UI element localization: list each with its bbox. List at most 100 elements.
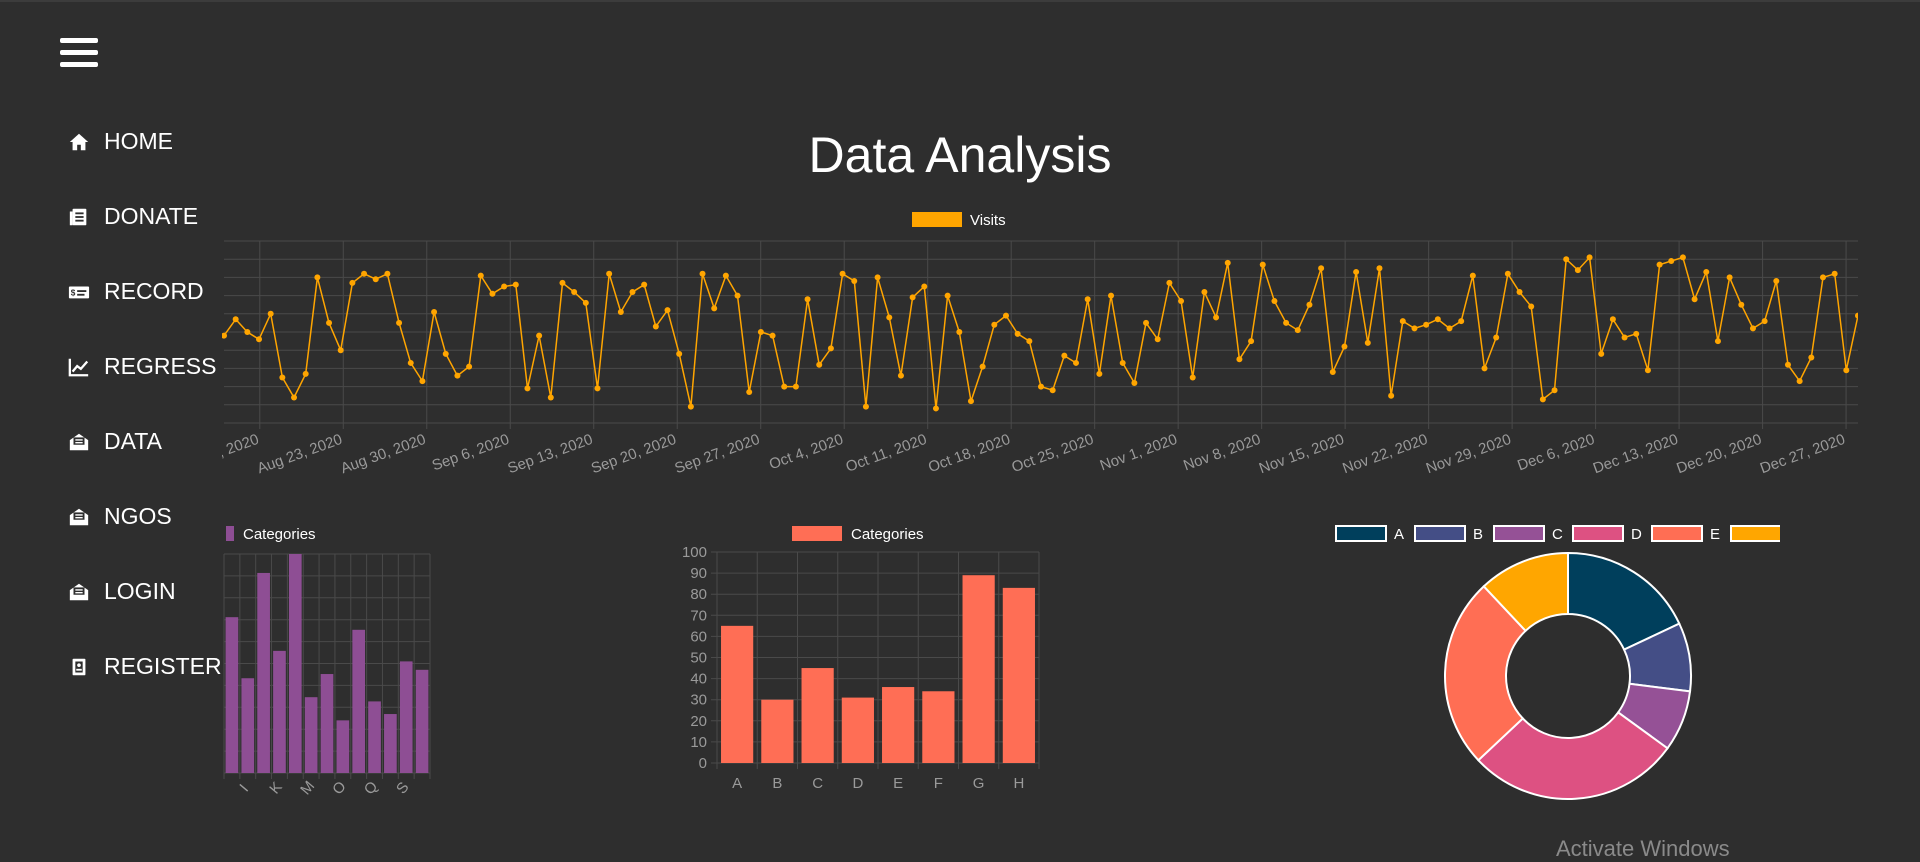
data-point <box>1703 268 1710 275</box>
data-point <box>512 281 519 288</box>
bar <box>352 629 366 773</box>
y-tick-label: 70 <box>690 607 707 624</box>
data-point <box>1376 265 1383 272</box>
bar <box>721 625 754 763</box>
chart-line-icon <box>68 356 90 378</box>
data-point <box>1201 288 1208 295</box>
x-tick-label: Nov 29, 2020 <box>1424 431 1514 477</box>
data-point <box>1656 261 1663 268</box>
legend-label: Categories <box>851 526 924 543</box>
data-point <box>524 385 531 392</box>
data-point <box>536 332 543 339</box>
x-tick-label: Oct 25, 2020 <box>1009 431 1096 476</box>
bar <box>257 572 270 773</box>
doughnut-slice <box>1444 584 1527 762</box>
doughnut-slice <box>1476 711 1669 800</box>
data-point <box>501 283 508 290</box>
sidebar-item-donate[interactable]: DONATE <box>68 203 198 230</box>
x-tick-label: Aug 30, 2020 <box>338 431 428 478</box>
hamburger-menu-icon[interactable] <box>60 38 98 72</box>
x-tick-label: Dec 20, 2020 <box>1674 431 1764 477</box>
data-point <box>1248 338 1255 345</box>
data-point <box>641 281 648 288</box>
data-point <box>1679 254 1686 261</box>
x-tick-label: Dec 13, 2020 <box>1591 431 1681 477</box>
data-point <box>302 370 309 377</box>
data-point <box>1108 292 1115 299</box>
sidebar-item-register[interactable]: REGISTER <box>68 653 222 680</box>
y-tick-label: 30 <box>690 692 707 709</box>
data-point <box>956 329 963 335</box>
top-border <box>0 0 1920 2</box>
doughnut-slice <box>1482 551 1569 633</box>
mail-bulk-icon <box>68 506 90 528</box>
data-point <box>1189 374 1196 381</box>
data-point <box>466 363 473 370</box>
bar <box>922 691 955 763</box>
y-tick-label: 90 <box>690 565 707 582</box>
data-point <box>1633 330 1640 337</box>
data-point <box>1586 254 1593 261</box>
data-point <box>1808 354 1815 361</box>
data-point <box>804 296 811 303</box>
sidebar-item-record[interactable]: $ RECORD <box>68 278 204 305</box>
data-point <box>1271 298 1278 305</box>
data-point <box>1434 316 1441 323</box>
y-tick-label: 80 <box>690 586 707 603</box>
sidebar-item-ngos[interactable]: NGOS <box>68 503 172 530</box>
data-point <box>781 383 788 390</box>
bar <box>1002 587 1035 763</box>
data-point <box>1154 336 1161 343</box>
data-point <box>769 332 776 339</box>
legend-swatch <box>1493 525 1545 542</box>
sidebar-item-home[interactable]: HOME <box>68 128 173 155</box>
data-point <box>1306 301 1313 308</box>
data-point <box>1714 338 1721 345</box>
data-point <box>676 350 683 357</box>
sidebar-item-label: DONATE <box>104 203 199 229</box>
data-point <box>1423 321 1430 328</box>
x-tick-label: Sep 6, 2020 <box>430 431 512 475</box>
bar <box>399 661 413 773</box>
data-point <box>816 361 823 368</box>
x-tick-label: B <box>772 775 782 792</box>
sidebar-item-regress[interactable]: REGRESS <box>68 353 216 380</box>
data-point <box>699 270 706 277</box>
x-tick-label: Oct 18, 2020 <box>926 431 1013 476</box>
x-tick-label: Dec 27, 2020 <box>1758 431 1848 477</box>
data-point <box>1364 339 1371 346</box>
sidebar-item-data[interactable]: DATA <box>68 428 162 455</box>
data-point <box>932 405 939 412</box>
data-point <box>1178 298 1185 305</box>
data-point <box>664 307 671 314</box>
y-tick-label: 60 <box>690 628 707 645</box>
data-point <box>687 403 694 410</box>
data-point <box>1329 369 1336 376</box>
sidebar-item-login[interactable]: LOGIN <box>68 578 176 605</box>
legend-swatch <box>1335 525 1387 542</box>
categories-bar-chart-coral: 0 10 20 30 40 50 60 70 80 90 100 A B C D E F G H Categories <box>682 526 1040 792</box>
data-point <box>967 398 974 405</box>
data-point <box>1551 387 1558 394</box>
data-point <box>454 372 461 379</box>
data-point <box>1213 314 1220 321</box>
os-watermark: Activate Windows <box>1556 836 1730 861</box>
mail-bulk-icon <box>68 581 90 603</box>
data-point <box>1283 319 1290 326</box>
data-point <box>547 394 554 401</box>
data-point <box>1528 303 1535 310</box>
y-tick-label: 20 <box>690 713 707 730</box>
x-tick-label: G <box>973 775 985 792</box>
data-point <box>1843 367 1850 374</box>
data-point <box>372 276 379 283</box>
legend-swatch <box>1651 525 1703 542</box>
data-point <box>862 403 869 410</box>
id-card-icon <box>68 656 90 678</box>
data-point <box>944 292 951 299</box>
data-point <box>1469 272 1476 279</box>
data-point <box>407 359 414 366</box>
sidebar-item-label: DATA <box>104 428 162 454</box>
x-tick-label: Sep 27, 2020 <box>672 431 762 478</box>
